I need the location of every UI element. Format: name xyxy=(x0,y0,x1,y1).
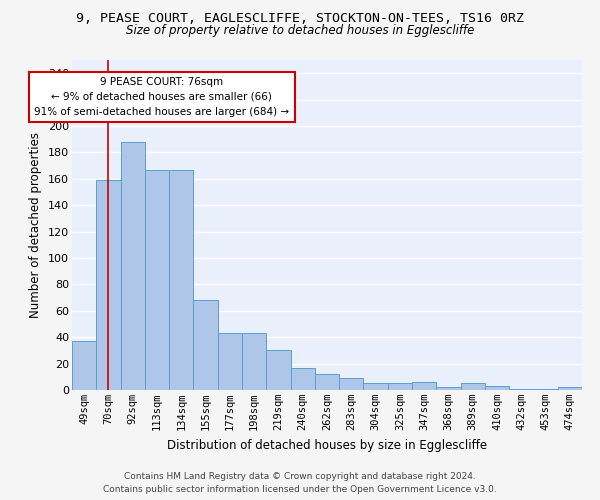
Bar xyxy=(266,350,290,390)
Bar xyxy=(315,374,339,390)
Text: Contains HM Land Registry data © Crown copyright and database right 2024.
Contai: Contains HM Land Registry data © Crown c… xyxy=(103,472,497,494)
Bar xyxy=(461,384,485,390)
Bar xyxy=(533,388,558,390)
Y-axis label: Number of detached properties: Number of detached properties xyxy=(29,132,43,318)
Bar xyxy=(290,368,315,390)
Bar xyxy=(169,170,193,390)
Bar xyxy=(558,388,582,390)
Text: Size of property relative to detached houses in Egglescliffe: Size of property relative to detached ho… xyxy=(126,24,474,37)
Bar xyxy=(193,300,218,390)
Bar xyxy=(339,378,364,390)
Bar xyxy=(72,341,96,390)
Bar xyxy=(436,388,461,390)
Bar xyxy=(145,170,169,390)
Bar xyxy=(485,386,509,390)
Bar xyxy=(388,384,412,390)
X-axis label: Distribution of detached houses by size in Egglescliffe: Distribution of detached houses by size … xyxy=(167,438,487,452)
Text: 9 PEASE COURT: 76sqm
← 9% of detached houses are smaller (66)
91% of semi-detach: 9 PEASE COURT: 76sqm ← 9% of detached ho… xyxy=(34,77,289,117)
Bar xyxy=(218,333,242,390)
Bar xyxy=(364,384,388,390)
Bar xyxy=(96,180,121,390)
Bar xyxy=(509,388,533,390)
Text: 9, PEASE COURT, EAGLESCLIFFE, STOCKTON-ON-TEES, TS16 0RZ: 9, PEASE COURT, EAGLESCLIFFE, STOCKTON-O… xyxy=(76,12,524,26)
Bar xyxy=(242,333,266,390)
Bar xyxy=(121,142,145,390)
Bar xyxy=(412,382,436,390)
